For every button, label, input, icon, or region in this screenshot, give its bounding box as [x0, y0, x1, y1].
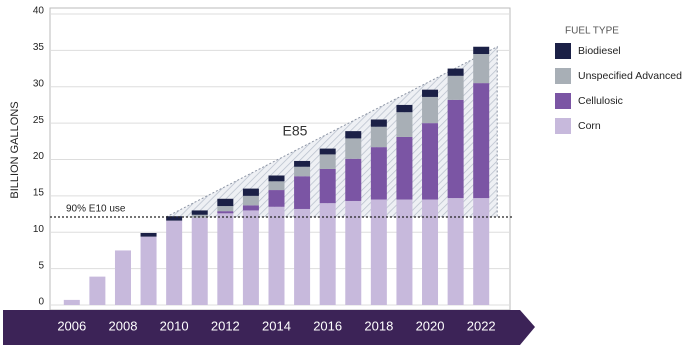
y-tick-label: 30	[33, 78, 45, 89]
x-tick-label: 2008	[109, 318, 138, 333]
legend-label: Unspecified Advanced	[578, 70, 682, 82]
y-tick-label: 25	[33, 115, 45, 126]
bar-segment	[191, 217, 208, 305]
legend-title: FUEL TYPE	[565, 26, 619, 37]
bar-segment	[166, 220, 183, 305]
bar-segment	[294, 166, 311, 177]
bar-segment	[217, 213, 234, 305]
y-tick-label: 10	[33, 224, 45, 235]
bar-segment	[319, 154, 336, 169]
y-tick-label: 20	[33, 151, 45, 162]
bar-segment	[217, 198, 234, 207]
bar-segment	[166, 216, 183, 221]
bar-segment	[396, 112, 413, 137]
bar-segment	[217, 206, 234, 212]
annotation: 90% E10 use	[66, 204, 126, 215]
x-tick-label: 2012	[211, 318, 240, 333]
bar-segment	[140, 232, 157, 237]
x-tick-label: 2014	[262, 318, 291, 333]
bar-segment	[89, 276, 106, 305]
bar-segment	[319, 203, 336, 305]
y-tick-label: 35	[33, 42, 45, 53]
legend-label: Biodiesel	[578, 45, 621, 57]
bar-segment	[268, 181, 285, 191]
bar-segment	[370, 147, 387, 200]
timeline-arrow	[3, 310, 535, 345]
bar-segment	[473, 198, 490, 305]
bar-segment	[114, 250, 131, 305]
y-tick-label: 15	[33, 188, 45, 199]
bar-segment	[447, 99, 464, 199]
bar-segment	[242, 188, 259, 196]
x-tick-label: 2020	[416, 318, 445, 333]
legend-swatch	[555, 43, 571, 59]
bar-segment	[294, 208, 311, 305]
bar-segment	[422, 199, 439, 305]
bar-segment	[140, 236, 157, 305]
annotation: E85	[283, 123, 308, 139]
bar-segment	[422, 96, 439, 124]
bar-segment	[447, 75, 464, 100]
bar-segment	[294, 160, 311, 167]
legend-swatch	[555, 118, 571, 134]
bar-segment	[473, 46, 490, 55]
legend-label: Corn	[578, 120, 601, 132]
y-axis-title: BILLION GALLONS	[9, 101, 21, 198]
x-tick-label: 2006	[57, 318, 86, 333]
bar-segment	[370, 199, 387, 305]
bar-segment	[345, 131, 362, 139]
x-tick-label: 2022	[467, 318, 496, 333]
bar-segment	[396, 104, 413, 113]
bar-segment	[370, 126, 387, 148]
bar-segment	[217, 211, 234, 214]
bar-segment	[447, 198, 464, 305]
bar-segment	[319, 148, 336, 155]
bar-segment	[191, 210, 208, 215]
bar-segment	[422, 89, 439, 97]
bar-segment	[345, 200, 362, 305]
y-tick-label: 5	[38, 260, 44, 271]
bar-segment	[63, 299, 80, 305]
bar-segment	[473, 83, 490, 199]
bar-segment	[345, 158, 362, 201]
x-tick-label: 2016	[313, 318, 342, 333]
bar-segment	[268, 175, 285, 182]
bar-segment	[447, 68, 464, 76]
bar-segment	[396, 199, 413, 305]
bar-segment	[345, 138, 362, 159]
bar-segment	[473, 54, 490, 84]
legend-label: Cellulosic	[578, 95, 623, 107]
legend-swatch	[555, 68, 571, 84]
bar-segment	[396, 136, 413, 200]
bar-segment	[242, 195, 259, 206]
bar-segment	[242, 210, 259, 305]
x-tick-label: 2018	[364, 318, 393, 333]
legend-swatch	[555, 93, 571, 109]
y-tick-label: 40	[33, 6, 45, 17]
bar-segment	[242, 205, 259, 211]
bar-segment	[191, 214, 208, 218]
bar-segment	[294, 176, 311, 209]
bar-segment	[370, 119, 387, 127]
bar-segment	[422, 123, 439, 200]
bar-segment	[268, 206, 285, 305]
x-tick-label: 2010	[160, 318, 189, 333]
bar-segment	[268, 190, 285, 207]
y-tick-label: 0	[38, 297, 44, 308]
bar-segment	[319, 168, 336, 204]
